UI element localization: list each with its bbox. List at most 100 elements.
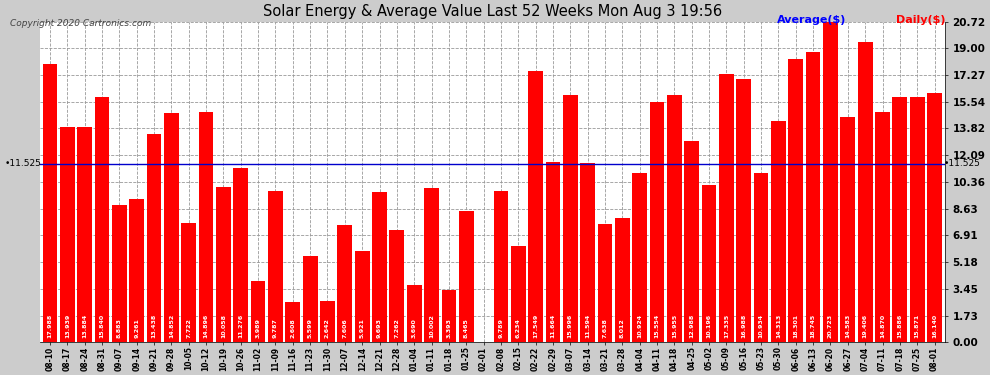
Bar — [788, 59, 803, 342]
Bar — [424, 188, 439, 342]
Bar — [95, 97, 109, 342]
Bar — [719, 74, 734, 342]
Text: 5.599: 5.599 — [308, 318, 313, 338]
Text: 17.549: 17.549 — [534, 314, 539, 338]
Text: 2.608: 2.608 — [290, 318, 295, 338]
Text: 17.335: 17.335 — [724, 314, 729, 338]
Text: 13.438: 13.438 — [151, 314, 156, 338]
Text: 9.261: 9.261 — [135, 318, 140, 338]
Bar — [494, 191, 508, 342]
Bar — [841, 117, 855, 342]
Bar — [615, 218, 630, 342]
Text: Daily($): Daily($) — [896, 15, 945, 25]
Bar — [598, 224, 613, 342]
Bar — [753, 173, 768, 342]
Bar — [806, 52, 821, 342]
Text: 18.301: 18.301 — [793, 314, 798, 338]
Text: 10.196: 10.196 — [707, 314, 712, 338]
Bar — [892, 96, 907, 342]
Bar — [684, 141, 699, 342]
Title: Solar Energy & Average Value Last 52 Weeks Mon Aug 3 19:56: Solar Energy & Average Value Last 52 Wee… — [262, 4, 722, 19]
Text: 8.012: 8.012 — [620, 318, 625, 338]
Text: 3.690: 3.690 — [412, 318, 417, 338]
Bar — [649, 102, 664, 342]
Text: Copyright 2020 Cartronics.com: Copyright 2020 Cartronics.com — [10, 19, 151, 28]
Bar — [77, 128, 92, 342]
Text: •11.525: •11.525 — [943, 159, 980, 168]
Bar — [372, 192, 387, 342]
Text: 7.722: 7.722 — [186, 318, 191, 338]
Text: 8.883: 8.883 — [117, 318, 122, 338]
Bar — [857, 42, 872, 342]
Bar — [407, 285, 422, 342]
Text: 5.921: 5.921 — [359, 318, 364, 338]
Text: 9.693: 9.693 — [377, 318, 382, 338]
Bar — [910, 97, 925, 342]
Text: 18.745: 18.745 — [811, 314, 816, 338]
Text: 17.988: 17.988 — [48, 314, 52, 338]
Bar — [459, 211, 473, 342]
Bar — [268, 191, 283, 342]
Text: 10.934: 10.934 — [758, 314, 763, 338]
Text: 15.886: 15.886 — [897, 314, 902, 338]
Text: 12.988: 12.988 — [689, 314, 694, 338]
Text: 11.664: 11.664 — [550, 314, 555, 338]
Text: 3.393: 3.393 — [446, 318, 451, 338]
Text: 14.583: 14.583 — [845, 314, 850, 338]
Text: 13.884: 13.884 — [82, 314, 87, 338]
Text: 15.554: 15.554 — [654, 314, 659, 338]
Bar — [164, 112, 179, 342]
Text: 19.406: 19.406 — [862, 314, 867, 338]
Text: 7.262: 7.262 — [394, 318, 399, 338]
Bar — [928, 93, 941, 342]
Text: 16.988: 16.988 — [742, 314, 746, 338]
Bar — [303, 256, 318, 342]
Bar — [633, 173, 647, 342]
Text: 15.840: 15.840 — [100, 314, 105, 338]
Bar — [529, 71, 543, 342]
Text: 10.058: 10.058 — [221, 314, 226, 338]
Bar — [181, 223, 196, 342]
Bar — [563, 95, 578, 342]
Text: 0.008: 0.008 — [481, 318, 486, 338]
Bar — [442, 290, 456, 342]
Text: 6.234: 6.234 — [516, 318, 521, 338]
Text: 11.276: 11.276 — [239, 314, 244, 338]
Text: 16.140: 16.140 — [932, 314, 938, 338]
Text: 11.594: 11.594 — [585, 314, 590, 338]
Bar — [250, 280, 265, 342]
Text: 15.871: 15.871 — [915, 314, 920, 338]
Bar — [389, 230, 404, 342]
Bar — [285, 302, 300, 342]
Bar — [43, 64, 57, 342]
Bar — [667, 96, 682, 342]
Text: 15.996: 15.996 — [568, 314, 573, 338]
Bar — [199, 112, 214, 342]
Bar — [511, 246, 526, 342]
Text: 14.870: 14.870 — [880, 314, 885, 338]
Text: Average($): Average($) — [777, 15, 846, 25]
Text: 9.789: 9.789 — [498, 318, 504, 338]
Bar — [823, 22, 838, 342]
Bar — [338, 225, 352, 342]
Bar — [354, 251, 369, 342]
Text: 14.313: 14.313 — [776, 314, 781, 338]
Text: 7.606: 7.606 — [343, 318, 347, 338]
Text: 10.924: 10.924 — [638, 314, 643, 338]
Bar — [771, 121, 786, 342]
Bar — [545, 162, 560, 342]
Bar — [216, 187, 231, 342]
Bar — [320, 302, 335, 342]
Bar — [702, 184, 717, 342]
Bar — [60, 127, 74, 342]
Bar — [737, 80, 751, 342]
Text: 20.723: 20.723 — [828, 314, 833, 338]
Bar — [130, 199, 145, 342]
Text: 3.989: 3.989 — [255, 318, 260, 338]
Bar — [112, 205, 127, 342]
Text: 10.002: 10.002 — [429, 314, 434, 338]
Text: 8.465: 8.465 — [463, 318, 468, 338]
Text: 2.642: 2.642 — [325, 318, 330, 338]
Text: 7.638: 7.638 — [603, 318, 608, 338]
Bar — [580, 163, 595, 342]
